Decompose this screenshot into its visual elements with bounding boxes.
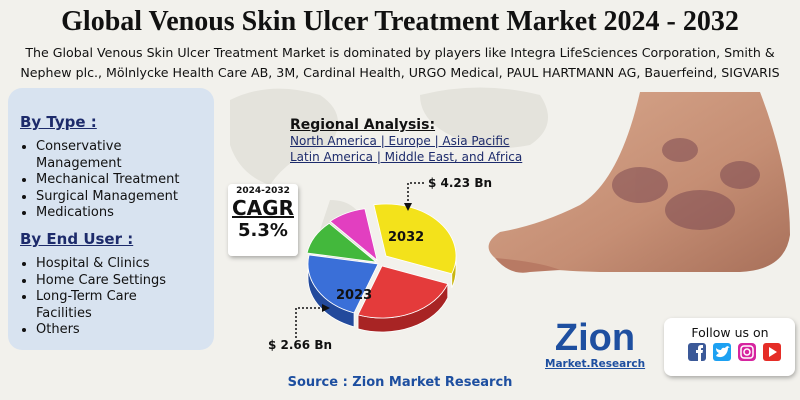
year-label: 2032 xyxy=(388,230,425,245)
list-item: Hospital & Clinics xyxy=(36,256,205,273)
title: Global Venous Skin Ulcer Treatment Marke… xyxy=(61,6,739,37)
section-heading: By End User : xyxy=(20,230,134,248)
pie-slice xyxy=(373,203,457,275)
list: Conservative Management Mechanical Treat… xyxy=(20,139,205,222)
regional-analysis: Regional Analysis: North America | Europ… xyxy=(290,117,522,165)
list-item: Long-Term Care Facilities xyxy=(36,289,156,322)
cagr-period: 2024-2032 xyxy=(236,186,290,196)
cagr: 2024-2032 CAGR 5.3% xyxy=(230,186,296,241)
by-type: By Type : Conservative Management Mechan… xyxy=(20,113,205,222)
cagr-value: 5.3% xyxy=(238,220,288,241)
arrow-head xyxy=(322,304,330,312)
section-heading: Regional Analysis: xyxy=(290,117,436,133)
year-label: 2023 xyxy=(336,288,373,303)
list-item: Others xyxy=(36,322,205,339)
pie-slice xyxy=(357,265,449,319)
region-line: North America | Europe | Asia Pacific xyxy=(290,134,510,148)
pie-slice xyxy=(306,222,378,263)
list-item: Conservative Management xyxy=(36,139,205,172)
logo-sub: Market.Research xyxy=(545,358,646,370)
logo: Zion Market.Research xyxy=(545,318,645,370)
source: Source : Zion Market Research xyxy=(287,375,513,390)
follow-heading: Follow us on xyxy=(691,325,769,340)
list-item: Medications xyxy=(36,205,205,222)
market-value: $ 2.66 Bn xyxy=(268,338,333,352)
cagr-label: CAGR xyxy=(232,196,294,220)
list-item: Home Care Settings xyxy=(36,273,205,290)
region-line: Latin America | Middle East, and Africa xyxy=(290,150,523,164)
foot xyxy=(488,92,790,273)
list-item: Mechanical Treatment xyxy=(36,172,205,189)
instagram-icon[interactable] xyxy=(738,343,756,361)
list: Hospital & Clinics Home Care Settings Lo… xyxy=(20,256,205,339)
pie-graphic xyxy=(306,203,457,333)
pointer-lines xyxy=(295,182,425,338)
list-item: Surgical Management xyxy=(36,189,205,206)
description: The Global Venous Skin Ulcer Treatment M… xyxy=(20,45,780,80)
section-heading: By Type : xyxy=(20,113,97,131)
pie-slice xyxy=(307,254,379,314)
market-value: $ 4.23 Bn xyxy=(428,176,493,190)
social-icons xyxy=(688,343,781,361)
logo-name: Zion xyxy=(554,317,636,359)
by-end-user: By End User : Hospital & Clinics Home Ca… xyxy=(20,230,205,339)
cagr-box xyxy=(228,184,298,256)
arrow-head xyxy=(404,203,412,211)
segments-panel xyxy=(8,88,214,350)
pie-slice xyxy=(329,208,378,262)
